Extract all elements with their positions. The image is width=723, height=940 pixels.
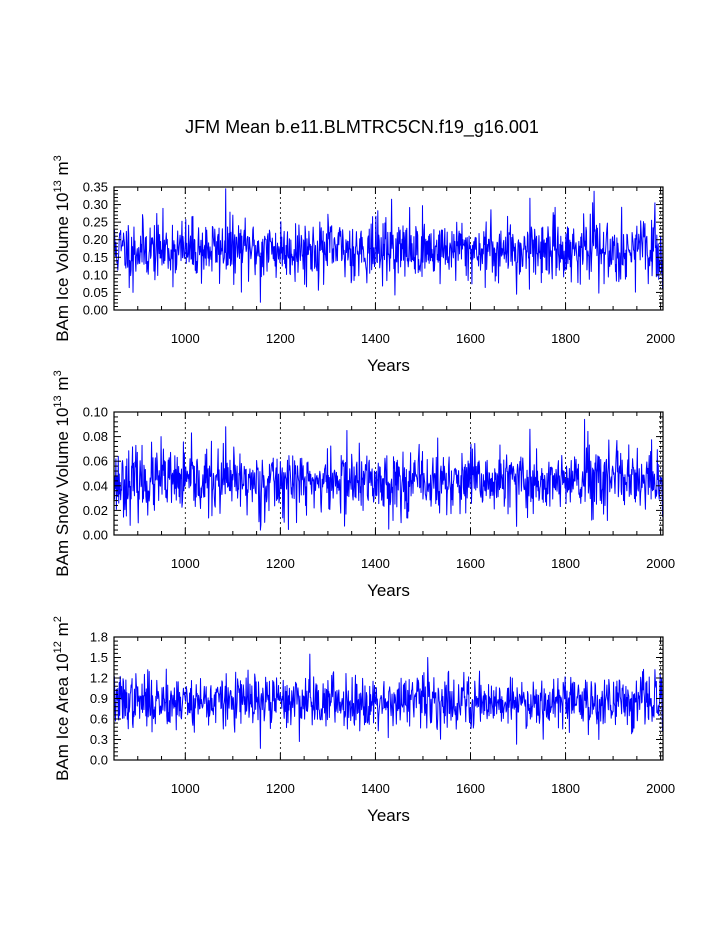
- y-tick-label: 0.0: [90, 753, 108, 768]
- y-tick-label: 1.2: [90, 671, 108, 686]
- y-tick-label: 0.05: [83, 285, 108, 300]
- x-tick-label: 1000: [171, 331, 200, 346]
- x-tick-label: 1400: [361, 331, 390, 346]
- y-tick-label: 0.04: [83, 478, 108, 493]
- chart-panel-ice-volume: 1000 1200 1400 1600 1800 2000 0.00 0.05 0.10 0.15…: [52, 155, 675, 375]
- y-tick-label: 0.6: [90, 712, 108, 727]
- y-tick-label: 0.08: [83, 429, 108, 444]
- y-tick-label: 0.25: [83, 215, 108, 230]
- data-line-ice-volume: [113, 188, 664, 303]
- y-tick-label: 1.8: [90, 630, 108, 645]
- x-tick-label: 1000: [171, 781, 200, 796]
- y-axis-label: BAm Snow Volume 1013 m3: [52, 370, 72, 576]
- y-tick-label: 0.35: [83, 180, 108, 195]
- data-line-ice-area: [113, 653, 664, 749]
- x-tick-label: 1400: [361, 781, 390, 796]
- y-tick-label: 0.3: [90, 732, 108, 747]
- y-tick-label: 0.06: [83, 454, 108, 469]
- x-tick-label: 1000: [171, 556, 200, 571]
- x-tick-label: 1200: [266, 556, 295, 571]
- x-tick-label: 1600: [456, 781, 485, 796]
- x-tick-label: 1200: [266, 331, 295, 346]
- y-tick-label: 0.15: [83, 250, 108, 265]
- y-tick-label: 0.00: [83, 303, 108, 318]
- x-tick-label: 1800: [551, 556, 580, 571]
- x-axis-label: Years: [367, 806, 410, 825]
- x-tick-label: 1800: [551, 781, 580, 796]
- x-tick-label: 1600: [456, 331, 485, 346]
- x-tick-label: 1800: [551, 331, 580, 346]
- plot-frame: [113, 411, 664, 536]
- y-axis-label: BAm Ice Area 1012 m2: [52, 616, 72, 781]
- x-tick-label: 1600: [456, 556, 485, 571]
- x-tick-label: 1200: [266, 781, 295, 796]
- x-tick-label: 2000: [646, 556, 675, 571]
- y-tick-label: 0.20: [83, 232, 108, 247]
- y-tick-label: 0.10: [83, 267, 108, 282]
- chart-panel-ice-area: 1000 1200 1400 1600 1800 2000 0.0 0.3 0.6 0.9 1.2 1…: [52, 616, 675, 825]
- x-axis-label: Years: [367, 581, 410, 600]
- y-axis-label: BAm Ice Volume 1013 m3: [52, 155, 72, 342]
- x-tick-label: 2000: [646, 781, 675, 796]
- y-tick-label: 0.02: [83, 503, 108, 518]
- data-line-snow-volume: [113, 418, 664, 531]
- y-tick-label: 0.9: [90, 691, 108, 706]
- x-axis-label: Years: [367, 356, 410, 375]
- chart-title: JFM Mean b.e11.BLMTRC5CN.f19_g16.001: [185, 117, 539, 138]
- y-tick-label: 0.00: [83, 528, 108, 543]
- x-tick-label: 1400: [361, 556, 390, 571]
- plot-frame: [113, 186, 664, 311]
- chart-panel-snow-volume: 1000 1200 1400 1600 1800 2000 0.00 0.02 0.04 0.06…: [52, 370, 675, 600]
- y-tick-label: 0.10: [83, 405, 108, 420]
- y-tick-label: 0.30: [83, 197, 108, 212]
- x-tick-label: 2000: [646, 331, 675, 346]
- y-tick-label: 1.5: [90, 650, 108, 665]
